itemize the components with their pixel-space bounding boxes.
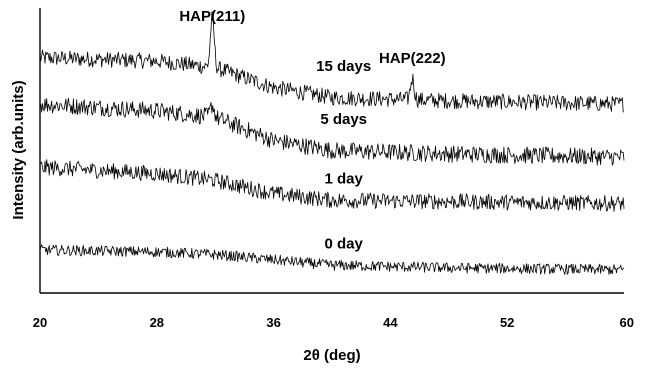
- peak-annotation: HAP(211): [179, 8, 245, 25]
- series-line: [39, 97, 625, 166]
- x-tick-label: 60: [620, 315, 634, 330]
- x-axis-title: 2θ (deg): [303, 347, 360, 364]
- x-tick-label: 44: [383, 315, 398, 330]
- series-line: [39, 159, 625, 212]
- traces: [39, 11, 625, 275]
- annotations: 15 days 5 days 1 day 0 day HAP(211) HAP(222): [179, 8, 445, 253]
- series-label: 5 days: [320, 111, 367, 128]
- series-line: [39, 11, 625, 113]
- x-ticks: 20 28 36 44 52 60: [33, 315, 634, 330]
- x-tick-label: 52: [500, 315, 514, 330]
- y-axis-title: Intensity (arb.units): [10, 80, 27, 219]
- peak-annotation: HAP(222): [379, 50, 446, 67]
- series-label: 0 day: [325, 236, 364, 253]
- x-tick-label: 36: [266, 315, 280, 330]
- series-label: 15 days: [316, 58, 371, 75]
- x-tick-label: 28: [150, 315, 164, 330]
- series-label: 1 day: [325, 171, 364, 188]
- x-tick-label: 20: [33, 315, 47, 330]
- series-line: [39, 244, 625, 275]
